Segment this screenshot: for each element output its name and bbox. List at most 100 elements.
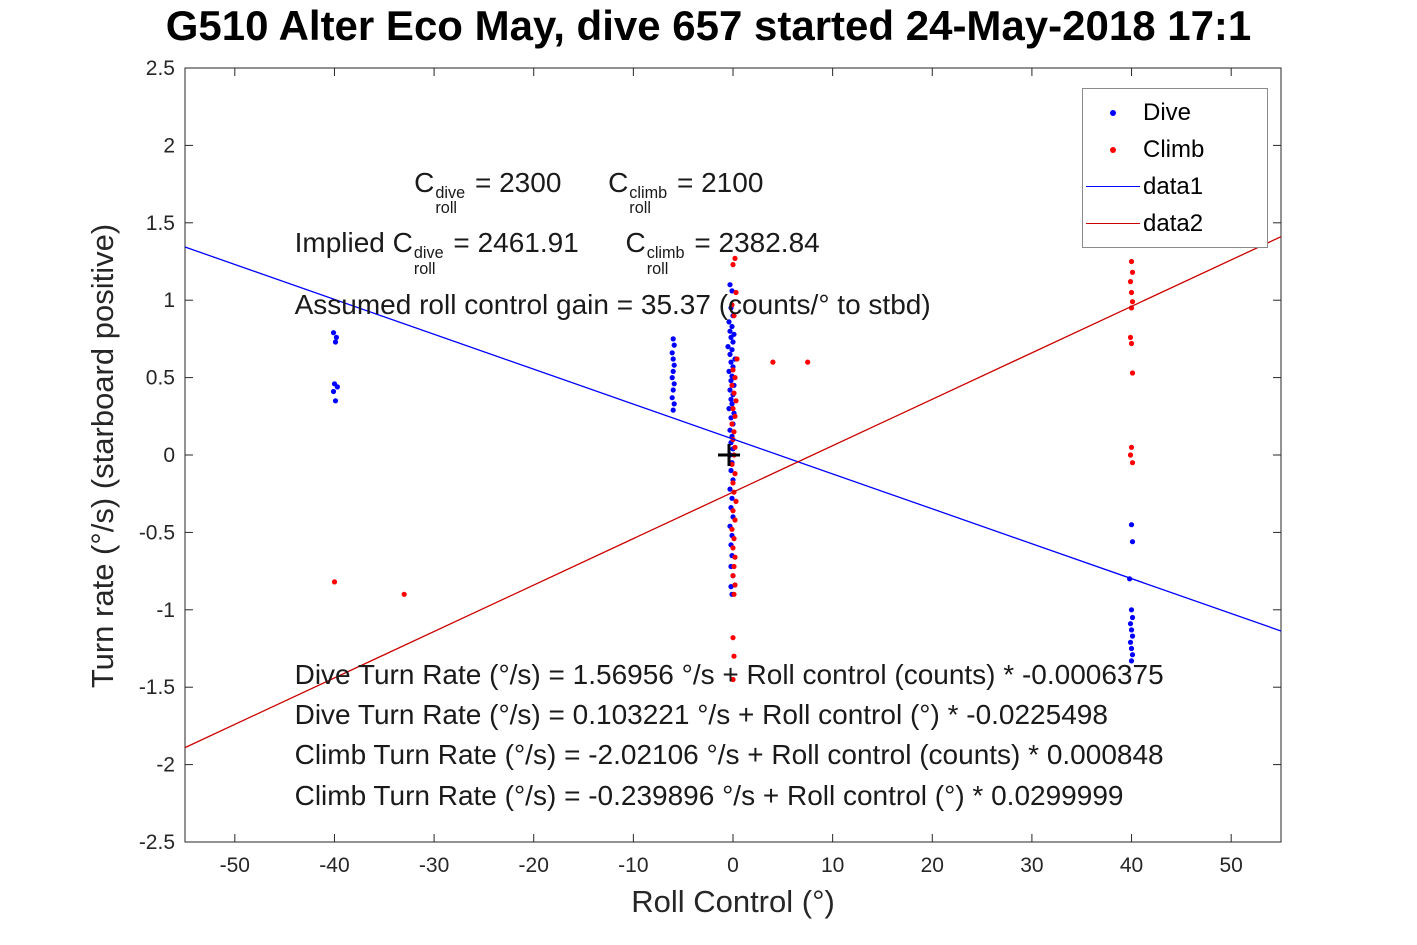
data-point bbox=[1129, 633, 1136, 639]
data-point bbox=[1127, 452, 1134, 458]
data-point bbox=[728, 415, 734, 421]
data-point bbox=[731, 390, 737, 396]
x-axis-label: Roll Control (°) bbox=[631, 884, 835, 919]
legend-label: Dive bbox=[1143, 98, 1192, 126]
data-point bbox=[725, 344, 731, 350]
data-point bbox=[732, 471, 738, 477]
chart-title: G510 Alter Eco May, dive 657 started 24-… bbox=[165, 2, 1252, 49]
legend-item-dive: Dive bbox=[1083, 94, 1267, 131]
data-point bbox=[732, 413, 738, 419]
data-point bbox=[733, 289, 739, 296]
y-tick-label: 1.5 bbox=[146, 212, 175, 235]
data-point bbox=[733, 498, 739, 504]
sub-superscript: climb roll bbox=[646, 244, 685, 278]
data-point bbox=[671, 381, 677, 387]
data-point bbox=[727, 486, 733, 492]
annotation-dive-eq-degrees: Dive Turn Rate (°/s) = 0.103221 °/s + Ro… bbox=[294, 699, 1108, 731]
data-point bbox=[401, 591, 407, 597]
data-point bbox=[730, 406, 736, 412]
legend-item-climb: Climb bbox=[1083, 131, 1267, 168]
legend-item-data1: data1 bbox=[1083, 168, 1267, 205]
data-point bbox=[770, 359, 776, 365]
data-point bbox=[731, 313, 737, 319]
data-point bbox=[1127, 621, 1134, 627]
x-tick-label: -30 bbox=[419, 854, 449, 877]
data-point bbox=[670, 407, 676, 413]
data-point bbox=[730, 339, 736, 345]
data-point bbox=[333, 334, 339, 340]
data-point bbox=[670, 387, 676, 393]
data-point bbox=[730, 367, 736, 373]
y-tick-label: -2 bbox=[156, 754, 175, 777]
legend: Dive Climb data1 data2 bbox=[1082, 88, 1268, 248]
data-point bbox=[669, 375, 675, 381]
legend-dot-marker-icon bbox=[1083, 109, 1143, 116]
data-point bbox=[727, 387, 733, 393]
legend-label: data2 bbox=[1143, 209, 1204, 237]
annotation-climb-eq-degrees: Climb Turn Rate (°/s) = -0.239896 °/s + … bbox=[294, 779, 1124, 811]
data-point bbox=[727, 282, 733, 288]
data-point bbox=[1129, 370, 1136, 376]
data-point bbox=[1128, 258, 1135, 265]
data-point bbox=[671, 362, 677, 368]
data-point bbox=[730, 262, 736, 268]
y-tick-label: 0.5 bbox=[146, 367, 175, 390]
data-point bbox=[727, 351, 733, 357]
annotation-climb-eq-counts: Climb Turn Rate (°/s) = -2.02106 °/s + R… bbox=[294, 739, 1164, 771]
data-point bbox=[728, 359, 734, 365]
legend-label: Climb bbox=[1143, 135, 1205, 163]
y-tick-label: 2 bbox=[163, 134, 175, 157]
data-point bbox=[331, 579, 338, 585]
data-point bbox=[730, 508, 736, 514]
data-point bbox=[1129, 269, 1136, 275]
legend-item-data2: data2 bbox=[1083, 205, 1267, 242]
data-point bbox=[1129, 614, 1136, 621]
data-point bbox=[730, 635, 736, 641]
data-point bbox=[729, 401, 735, 407]
data-point bbox=[1128, 340, 1135, 347]
sub-superscript: dive roll bbox=[435, 183, 466, 218]
data-point bbox=[729, 347, 735, 353]
data-point bbox=[729, 288, 735, 294]
y-tick-label: -0.5 bbox=[139, 521, 175, 544]
data-point bbox=[729, 461, 735, 467]
data-point bbox=[1128, 645, 1135, 652]
data-point bbox=[332, 339, 339, 345]
data-point bbox=[669, 395, 675, 401]
data-point bbox=[670, 356, 676, 362]
data-point bbox=[728, 334, 734, 340]
data-point bbox=[728, 378, 734, 384]
data-point bbox=[732, 444, 738, 450]
y-tick-label: -1.5 bbox=[139, 676, 175, 699]
data-point bbox=[731, 429, 737, 435]
data-point bbox=[1128, 627, 1135, 633]
data-point bbox=[731, 563, 737, 570]
legend-dot-marker-icon bbox=[1083, 146, 1143, 153]
data-point bbox=[732, 517, 738, 523]
y-tick-label: -1 bbox=[156, 599, 175, 622]
data-point bbox=[730, 480, 736, 486]
data-point bbox=[1128, 444, 1135, 450]
data-point bbox=[1128, 607, 1135, 613]
data-point bbox=[671, 342, 677, 348]
data-point bbox=[734, 356, 740, 362]
data-point bbox=[671, 401, 677, 407]
origin-plus-marker bbox=[718, 444, 741, 466]
data-point bbox=[1129, 652, 1136, 658]
data-point bbox=[726, 406, 732, 412]
data-point bbox=[730, 676, 736, 683]
x-tick-label: -20 bbox=[519, 854, 549, 877]
data-point bbox=[731, 536, 737, 542]
data-point bbox=[1129, 299, 1136, 305]
data-point bbox=[1127, 334, 1134, 340]
y-tick-label: -2.5 bbox=[139, 831, 175, 854]
x-tick-label: 20 bbox=[921, 854, 944, 877]
legend-line-marker-icon bbox=[1083, 223, 1143, 224]
y-axis-label: Turn rate (°/s) (starboard positive) bbox=[85, 223, 120, 689]
data-point bbox=[330, 330, 337, 336]
data-point bbox=[727, 328, 733, 334]
data-point bbox=[1127, 639, 1134, 645]
x-tick-label: 0 bbox=[727, 854, 739, 877]
